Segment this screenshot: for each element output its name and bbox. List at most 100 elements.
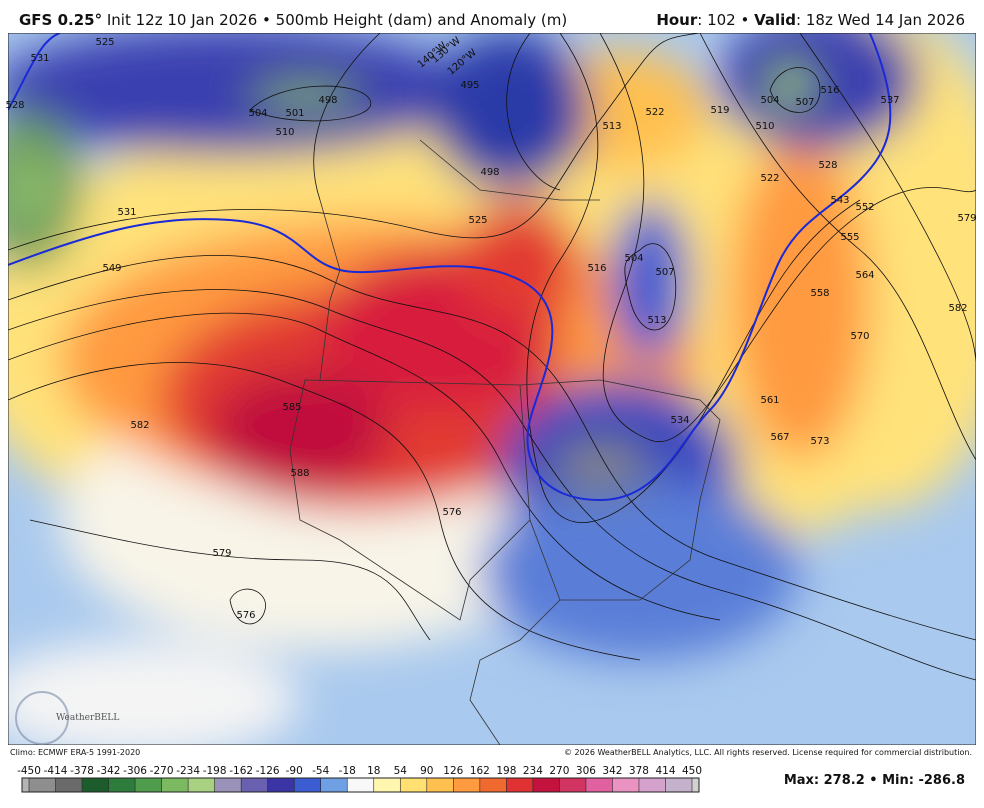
contour-label: 519 — [710, 105, 729, 116]
contour-label: 516 — [587, 263, 606, 274]
colorbar-swatch — [22, 778, 29, 792]
contour-label: 528 — [818, 160, 837, 171]
colorbar-label: 270 — [549, 765, 569, 777]
contour-label: 564 — [855, 270, 874, 281]
colorbar-swatch — [373, 778, 401, 792]
colorbar-label: 54 — [394, 765, 408, 777]
contour-label: 549 — [102, 263, 121, 274]
colorbar-label: -90 — [286, 765, 303, 777]
colorbar-frame — [21, 777, 700, 793]
colorbar-swatch — [267, 778, 295, 792]
colorbar-swatch — [108, 778, 136, 792]
colorbar-label: -378 — [70, 765, 94, 777]
colorbar-swatch — [161, 778, 189, 792]
contour-label: 558 — [810, 288, 829, 299]
colorbar-label: -270 — [150, 765, 174, 777]
contour-label: 582 — [948, 303, 967, 314]
contour-label: 510 — [755, 121, 774, 132]
copyright: © 2026 WeatherBELL Analytics, LLC. All r… — [564, 748, 972, 757]
colorbar-swatch — [214, 778, 242, 792]
contour-label: 570 — [850, 331, 869, 342]
colorbar-label: -54 — [312, 765, 329, 777]
description: Init 12z 10 Jan 2026 • 500mb Height (dam… — [106, 11, 568, 29]
colorbar-swatch — [559, 778, 586, 792]
colorbar-swatch — [55, 778, 83, 792]
contour-label: 579 — [957, 213, 976, 224]
valid-label: Valid — [754, 11, 797, 29]
contour-label: 498 — [480, 167, 499, 178]
contour-label: 534 — [670, 415, 689, 426]
contour-label: 513 — [647, 315, 666, 326]
hour-label: Hour — [656, 11, 698, 29]
contour-label: 588 — [290, 468, 309, 479]
colorbar-label: -234 — [176, 765, 200, 777]
colorbar-label: 162 — [470, 765, 490, 777]
contour-label: 513 — [602, 121, 621, 132]
colorbar-swatch — [188, 778, 215, 792]
colorbar-label: 126 — [443, 765, 463, 777]
colorbar-label: -342 — [97, 765, 121, 777]
contour-label: 510 — [275, 127, 294, 138]
contour-label: 552 — [855, 202, 874, 213]
contour-label: 579 — [212, 548, 231, 559]
climo: Climo: ECMWF ERA-5 1991-2020 — [10, 748, 140, 757]
colorbar-label: 90 — [420, 765, 433, 777]
colorbar-label: 18 — [367, 765, 380, 777]
colorbar-swatch — [320, 778, 348, 792]
colorbar-label: 378 — [629, 765, 649, 777]
colorbar-swatch — [29, 778, 56, 792]
colorbar-swatch — [665, 778, 692, 792]
contour-label: 522 — [645, 107, 664, 118]
contour-label: 531 — [117, 207, 136, 218]
colorbar-label: 414 — [655, 765, 675, 777]
logo: WeatherBELL — [56, 713, 119, 723]
colorbar-label: -18 — [339, 765, 356, 777]
contour-label: 543 — [830, 195, 849, 206]
contour-label: 567 — [770, 432, 789, 443]
contour-label: 531 — [30, 53, 49, 64]
contour-label: 525 — [468, 215, 487, 226]
contour-label: 504 — [248, 108, 267, 119]
colorbar-label: -414 — [44, 765, 68, 777]
colorbar-swatch — [347, 778, 374, 792]
contour-label: 576 — [236, 610, 255, 621]
colorbar-swatch — [612, 778, 639, 792]
contour-label: 537 — [880, 95, 899, 106]
contour-label: 522 — [760, 173, 779, 184]
colorbar-swatch — [692, 778, 699, 792]
colorbar-label: -198 — [203, 765, 227, 777]
contour-label: 561 — [760, 395, 779, 406]
contour-label: 498 — [318, 95, 337, 106]
colorbar-swatch — [82, 778, 109, 792]
colorbar-swatch — [135, 778, 162, 792]
colorbar-label: 234 — [523, 765, 543, 777]
map — [8, 33, 976, 745]
colorbar-swatch — [506, 778, 533, 792]
colorbar-swatch — [241, 778, 268, 792]
colorbar-label: 306 — [576, 765, 596, 777]
model: GFS 0.25° — [19, 11, 103, 29]
contour-label: 555 — [840, 232, 859, 243]
contour-label: 516 — [820, 85, 839, 96]
colorbar-swatch — [453, 778, 480, 792]
contour-label: 507 — [655, 267, 674, 278]
contour-label: 495 — [460, 80, 479, 91]
colorbar-swatch — [400, 778, 427, 792]
summary: Max: 278.2 • Min: -286.8 — [784, 773, 965, 788]
colorbar-swatch — [426, 778, 454, 792]
colorbar-swatch — [294, 778, 321, 792]
contour-label: 504 — [760, 95, 779, 106]
contour-label: 576 — [442, 507, 461, 518]
colorbar-label: 198 — [496, 765, 516, 777]
colorbar-label: -126 — [256, 765, 280, 777]
contour-label: 585 — [282, 402, 301, 413]
contour-label: 525 — [95, 37, 114, 48]
colorbar-label: 450 — [682, 765, 702, 777]
contour-label: 501 — [285, 108, 304, 119]
colorbar-label: -306 — [123, 765, 147, 777]
colorbar-swatch — [638, 778, 666, 792]
colorbar-swatch — [479, 778, 507, 792]
